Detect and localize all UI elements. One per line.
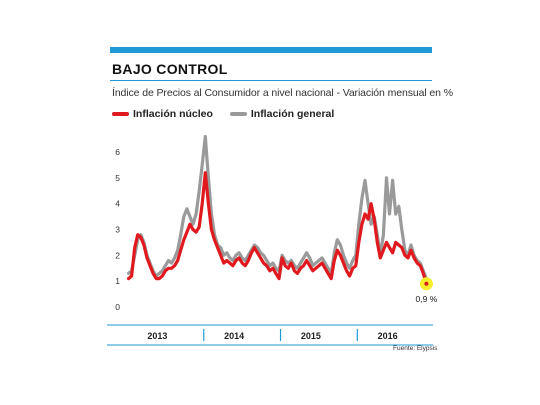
legend-item-general: Inflación general [229,108,335,121]
legend-item-nucleo: Inflación núcleo [112,108,213,120]
legend-label-nucleo: Inflación núcleo [133,108,213,121]
last-point-marker [424,281,429,286]
y-tick-label: 1 [115,276,120,286]
x-year-label: 2016 [378,331,398,341]
top-accent-bar [110,47,432,53]
x-year-label: 2014 [224,331,244,341]
series-line-nucleo [126,171,428,286]
x-year-label: 2015 [301,331,321,341]
y-axis: 0 1 2 3 4 5 6 [115,147,120,312]
annotation-label: 0,9 % [416,294,438,304]
legend-label-general: Inflación general [250,108,335,121]
y-tick-label: 2 [115,250,120,260]
y-tick-label: 6 [115,147,120,157]
chart-subtitle: Índice de Precios al Consumidor a nivel … [112,87,453,99]
chart-legend: Inflación núcleo Inflación general [112,108,348,124]
title-divider [110,80,432,81]
source-note: Fuente: Elypsis [393,345,438,352]
y-tick-label: 4 [115,199,120,209]
x-year-label: 2013 [147,331,167,341]
y-tick-label: 5 [115,173,120,183]
chart-title: BAJO CONTROL [112,61,228,77]
plot-area [126,134,428,286]
y-tick-label: 3 [115,225,120,235]
annotation-layer: 0,9 % [416,277,438,304]
legend-swatch-general [229,112,247,117]
y-tick-label: 0 [115,302,120,312]
legend-swatch-nucleo [112,112,129,117]
x-axis: 2013 2014 2015 2016 [107,324,433,346]
